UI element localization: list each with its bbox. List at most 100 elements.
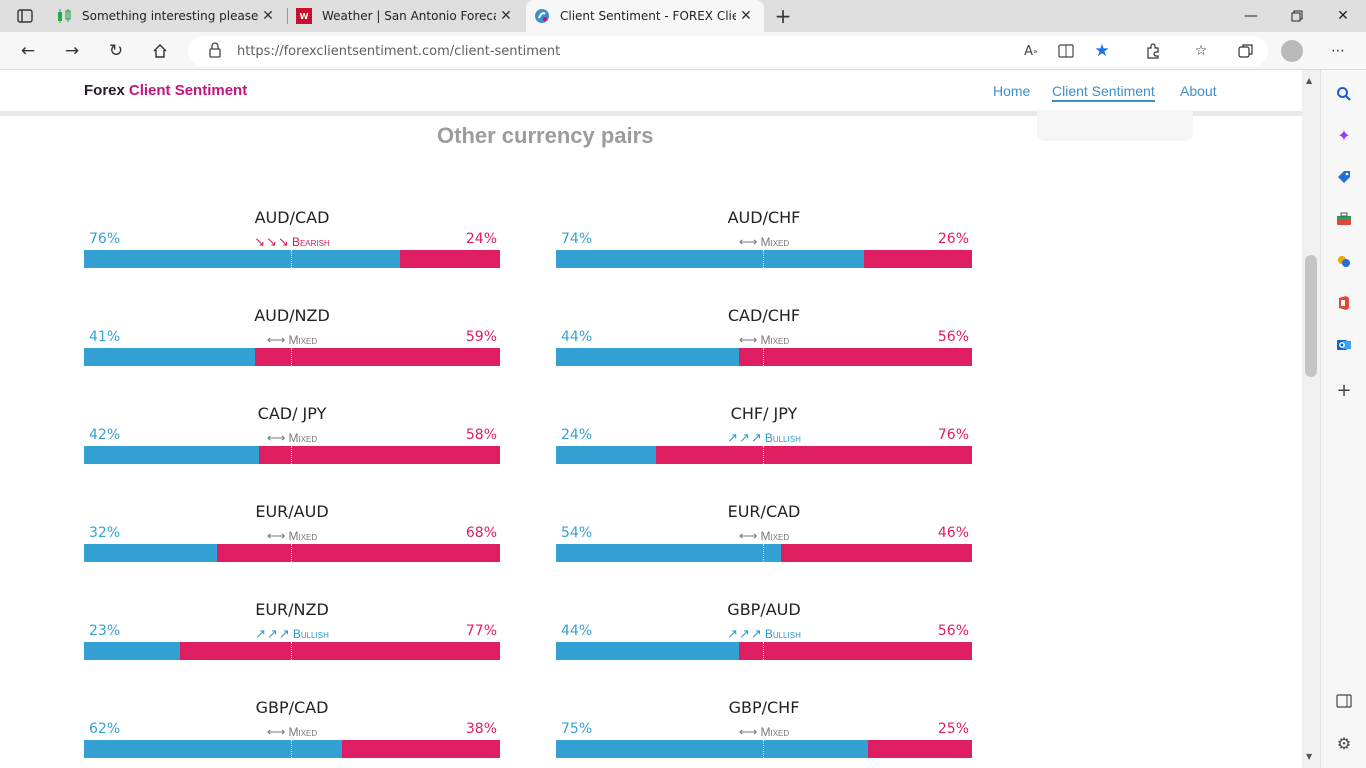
lock-icon[interactable] bbox=[208, 42, 224, 60]
extensions-icon[interactable] bbox=[1139, 38, 1167, 64]
pair-name[interactable]: CAD/ JPY bbox=[257, 404, 327, 423]
forward-icon[interactable]: → bbox=[64, 41, 80, 61]
new-tab-button[interactable]: + bbox=[774, 4, 792, 28]
home-icon[interactable] bbox=[145, 36, 175, 66]
window-close-icon[interactable]: ✕ bbox=[1337, 8, 1349, 24]
signal-label: Bearish bbox=[291, 234, 330, 249]
pair-name[interactable]: AUD/CAD bbox=[254, 208, 330, 227]
signal-indicator: ↗↗↗ Bullish bbox=[84, 625, 500, 643]
signal-label: Bullish bbox=[764, 626, 801, 641]
browser-tab-1[interactable]: Something interesting please po ✕ bbox=[48, 0, 286, 32]
currency-pair-card[interactable]: CAD/ JPY 42% ⟷ Mixed 58% bbox=[84, 404, 500, 494]
signal-indicator: ↗↗↗ Bullish bbox=[556, 625, 972, 643]
settings-gear-icon[interactable]: ⚙ bbox=[1336, 733, 1352, 753]
mixed-arrows-icon: ⟷ bbox=[266, 723, 287, 739]
currency-pair-card[interactable]: GBP/AUD 44% ↗↗↗ Bullish 56% bbox=[556, 600, 972, 690]
pair-name[interactable]: EUR/AUD bbox=[255, 502, 329, 521]
short-percentage: 59% bbox=[465, 329, 497, 345]
nav-home[interactable]: Home bbox=[993, 83, 1031, 99]
short-percentage: 68% bbox=[465, 525, 497, 541]
short-percentage: 38% bbox=[465, 721, 497, 737]
long-bar-fill bbox=[556, 250, 864, 268]
restore-icon[interactable] bbox=[1274, 0, 1320, 32]
currency-pair-card[interactable]: EUR/CAD 54% ⟷ Mixed 46% bbox=[556, 502, 972, 592]
pair-name[interactable]: CHF/ JPY bbox=[730, 404, 798, 423]
pair-name[interactable]: EUR/NZD bbox=[255, 600, 329, 619]
currency-pair-card[interactable]: EUR/AUD 32% ⟷ Mixed 68% bbox=[84, 502, 500, 592]
close-icon[interactable]: ✕ bbox=[740, 8, 752, 24]
collections-icon[interactable] bbox=[1232, 38, 1260, 64]
section-title: Other currency pairs bbox=[437, 123, 654, 148]
close-icon[interactable]: ✕ bbox=[262, 8, 274, 24]
favorites-icon[interactable]: ☆ bbox=[1194, 43, 1208, 59]
currency-pair-card[interactable]: CAD/CHF 44% ⟷ Mixed 56% bbox=[556, 306, 972, 396]
pair-name[interactable]: GBP/CAD bbox=[255, 698, 329, 717]
outlook-icon[interactable] bbox=[1333, 334, 1355, 356]
close-icon[interactable]: ✕ bbox=[500, 8, 512, 24]
signal-indicator: ⟷ Mixed bbox=[84, 429, 500, 447]
more-menu-icon[interactable]: ⋯ bbox=[1331, 43, 1345, 59]
long-percentage: 62% bbox=[89, 721, 121, 737]
tab-actions-icon[interactable] bbox=[8, 4, 42, 28]
office-icon[interactable] bbox=[1333, 292, 1355, 314]
nav-about[interactable]: About bbox=[1180, 83, 1217, 99]
nav-client-sentiment[interactable]: Client Sentiment bbox=[1052, 83, 1155, 102]
candlestick-favicon-icon bbox=[56, 8, 72, 24]
signal-label: Mixed bbox=[288, 724, 318, 739]
address-bar[interactable]: https://forexclientsentiment.com/client-… bbox=[188, 36, 1268, 66]
tools-briefcase-icon[interactable] bbox=[1333, 208, 1355, 230]
copilot-sparkle-icon[interactable]: ✦ bbox=[1337, 125, 1351, 145]
signal-label: Mixed bbox=[760, 528, 790, 543]
midpoint-marker bbox=[291, 348, 292, 366]
sentiment-bar bbox=[556, 740, 972, 758]
sentiment-bar bbox=[84, 642, 500, 660]
refresh-icon[interactable]: ↻ bbox=[108, 41, 124, 61]
currency-pair-card[interactable]: EUR/NZD 23% ↗↗↗ Bullish 77% bbox=[84, 600, 500, 690]
tab-title: Client Sentiment - FOREX Client bbox=[560, 9, 736, 23]
mixed-arrows-icon: ⟷ bbox=[738, 233, 759, 249]
midpoint-marker bbox=[763, 446, 764, 464]
midpoint-marker bbox=[291, 250, 292, 268]
signal-label: Bullish bbox=[292, 626, 329, 641]
browser-tab-3[interactable]: Client Sentiment - FOREX Client ✕ bbox=[526, 0, 764, 32]
pair-name[interactable]: EUR/CAD bbox=[727, 502, 801, 521]
pair-name[interactable]: AUD/NZD bbox=[254, 306, 330, 325]
scroll-down-icon[interactable]: ▼ bbox=[1306, 752, 1313, 761]
currency-pair-card[interactable]: CHF/ JPY 24% ↗↗↗ Bullish 76% bbox=[556, 404, 972, 494]
favorite-star-icon[interactable]: ★ bbox=[1094, 41, 1110, 61]
immersive-reader-icon[interactable] bbox=[1055, 41, 1077, 61]
scroll-thumb[interactable] bbox=[1305, 255, 1317, 377]
tab-title: Something interesting please po bbox=[82, 9, 258, 23]
signal-label: Mixed bbox=[760, 332, 790, 347]
site-logo[interactable]: Forex Client Sentiment bbox=[84, 82, 247, 99]
minimize-icon[interactable]: — bbox=[1244, 8, 1258, 24]
games-icon[interactable] bbox=[1333, 250, 1355, 272]
currency-pair-card[interactable]: AUD/NZD 41% ⟷ Mixed 59% bbox=[84, 306, 500, 396]
shopping-tag-icon[interactable] bbox=[1333, 166, 1355, 188]
browser-tab-2[interactable]: W Weather | San Antonio Forecast, ✕ bbox=[288, 0, 524, 32]
pair-name[interactable]: CAD/CHF bbox=[727, 306, 801, 325]
pair-name[interactable]: GBP/AUD bbox=[727, 600, 801, 619]
pair-name[interactable]: GBP/CHF bbox=[728, 698, 800, 717]
currency-pair-card[interactable]: AUD/CAD 76% ↘↘↘ Bearish 24% bbox=[84, 208, 500, 298]
profile-avatar[interactable] bbox=[1281, 40, 1303, 62]
mixed-arrows-icon: ⟷ bbox=[266, 429, 287, 445]
short-percentage: 77% bbox=[465, 623, 497, 639]
search-icon[interactable] bbox=[1333, 83, 1355, 105]
read-aloud-icon[interactable]: A» bbox=[1024, 43, 1038, 59]
scroll-up-icon[interactable]: ▲ bbox=[1306, 76, 1313, 85]
edge-sidebar: ✦ + ⚙ bbox=[1320, 70, 1366, 768]
pair-name[interactable]: AUD/CHF bbox=[727, 208, 801, 227]
currency-pair-card[interactable]: GBP/CAD 62% ⟷ Mixed 38% bbox=[84, 698, 500, 768]
currency-pair-card[interactable]: AUD/CHF 74% ⟷ Mixed 26% bbox=[556, 208, 972, 298]
long-bar-fill bbox=[84, 642, 180, 660]
currency-pair-card[interactable]: GBP/CHF 75% ⟷ Mixed 25% bbox=[556, 698, 972, 768]
url-text[interactable]: https://forexclientsentiment.com/client-… bbox=[237, 44, 561, 59]
long-percentage: 32% bbox=[89, 525, 121, 541]
mixed-arrows-icon: ⟷ bbox=[738, 331, 759, 347]
hide-sidebar-icon[interactable] bbox=[1333, 690, 1355, 712]
add-sidebar-app-icon[interactable]: + bbox=[1336, 379, 1352, 401]
page-scrollbar[interactable]: ▲ ▼ bbox=[1302, 70, 1320, 768]
midpoint-marker bbox=[763, 642, 764, 660]
back-icon[interactable]: ← bbox=[20, 41, 36, 61]
